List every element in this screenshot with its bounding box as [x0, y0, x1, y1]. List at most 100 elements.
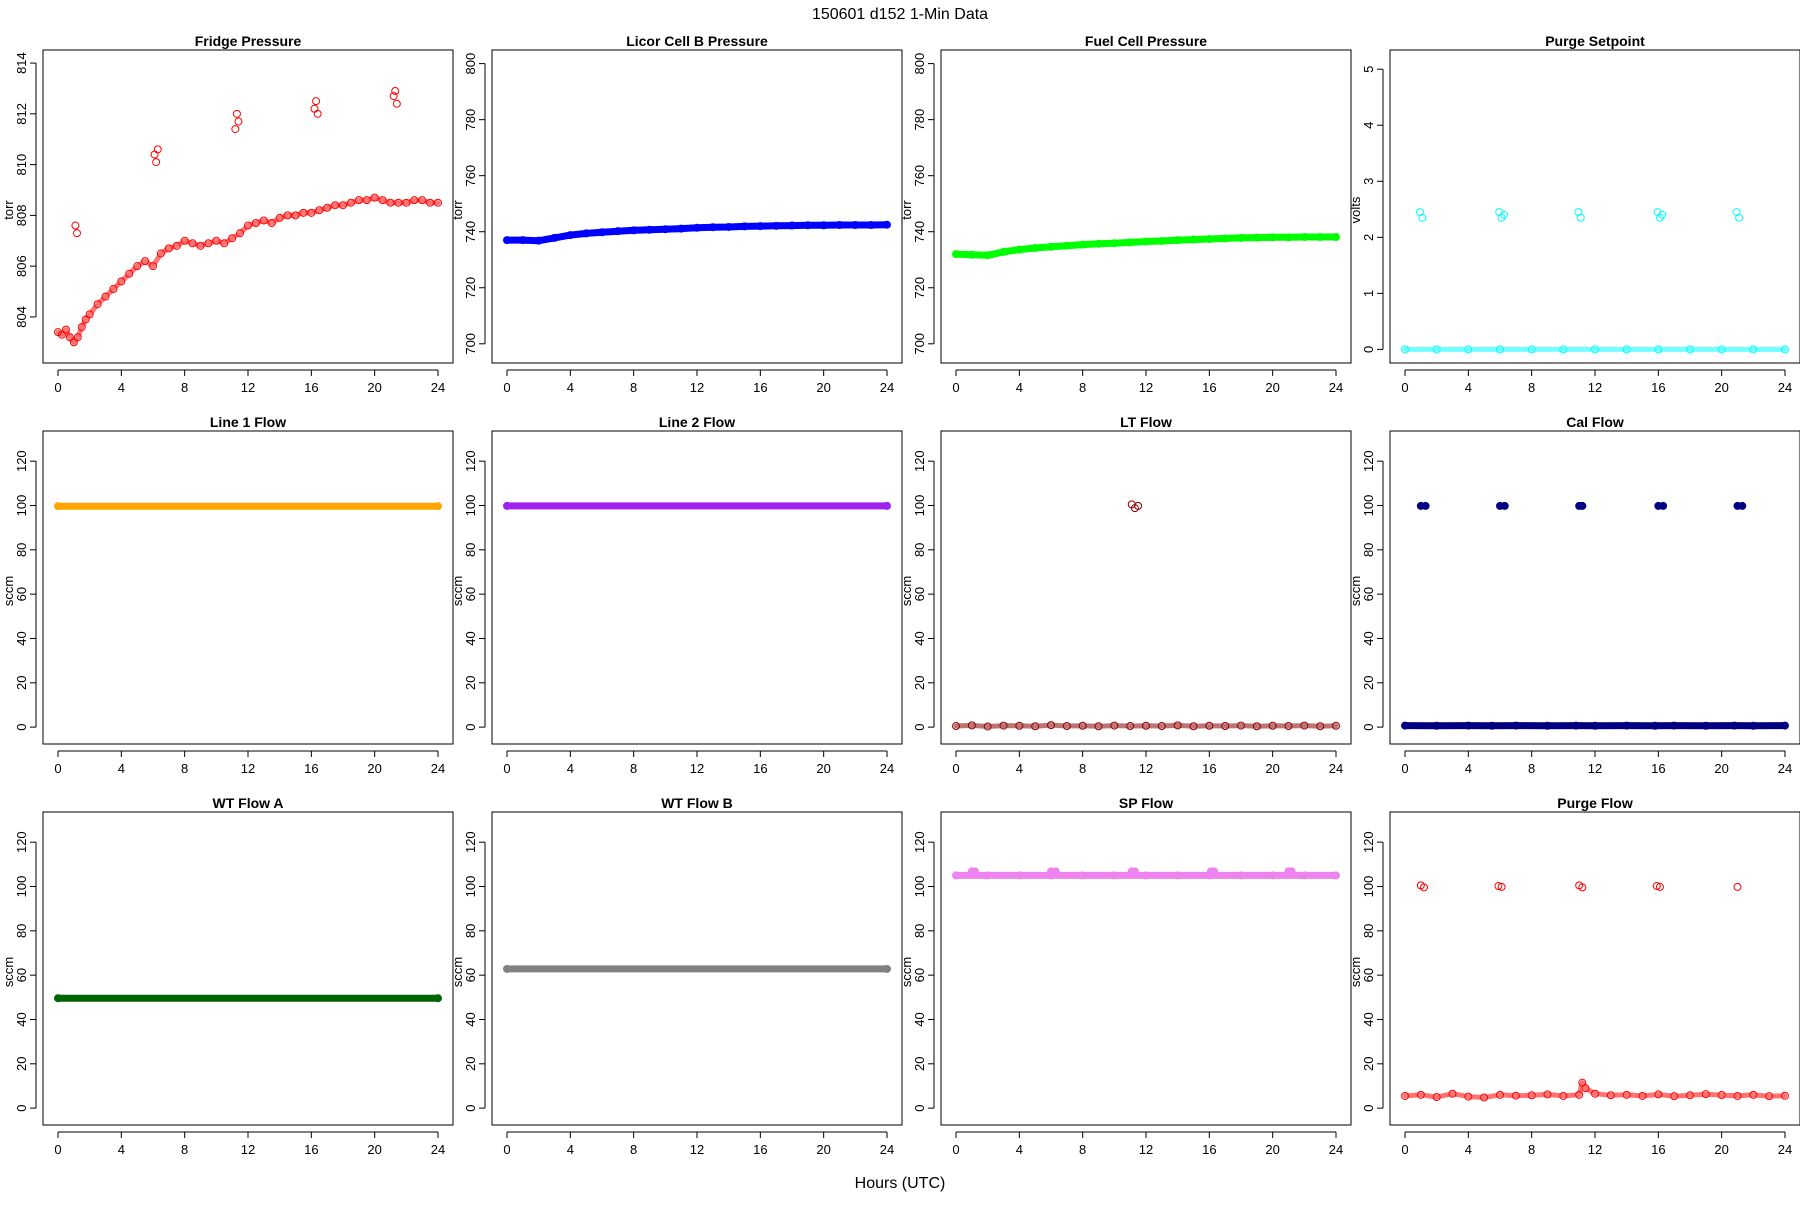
y-tick-label: 780 — [463, 109, 478, 131]
y-tick-label: 100 — [14, 876, 29, 898]
x-tick-label: 20 — [1265, 380, 1279, 395]
data-point — [1031, 244, 1039, 252]
x-tick-label: 8 — [630, 1142, 637, 1157]
x-tick-label: 20 — [367, 761, 381, 776]
y-tick-label: 740 — [463, 221, 478, 243]
data-point — [503, 236, 511, 244]
data-point — [1623, 722, 1631, 730]
data-point — [1174, 236, 1182, 244]
data-point — [1332, 871, 1340, 879]
x-tick-label: 0 — [952, 380, 959, 395]
plot-frame — [492, 431, 902, 744]
x-tick-label: 16 — [304, 380, 318, 395]
y-tick-label: 120 — [14, 450, 29, 472]
data-point — [519, 236, 527, 244]
y-tick-label: 80 — [463, 543, 478, 557]
x-tick-label: 0 — [952, 761, 959, 776]
data-point — [1126, 238, 1134, 246]
x-tick-label: 4 — [1465, 1142, 1472, 1157]
x-tick-label: 20 — [816, 761, 830, 776]
x-tick-label: 4 — [1016, 1142, 1023, 1157]
y-tick-label: 20 — [912, 676, 927, 690]
y-tick-label: 20 — [1361, 1057, 1376, 1071]
y-tick-label: 80 — [14, 543, 29, 557]
x-tick-label: 4 — [567, 380, 574, 395]
x-tick-label: 4 — [1465, 380, 1472, 395]
x-tick-label: 12 — [1139, 761, 1153, 776]
y-tick-label: 60 — [912, 968, 927, 982]
data-point — [434, 502, 442, 510]
panel-title: Line 1 Flow — [210, 414, 286, 430]
data-point — [1572, 722, 1580, 730]
x-tick-label: 8 — [1079, 380, 1086, 395]
data-point — [1237, 871, 1245, 879]
x-tick-label: 24 — [1329, 761, 1343, 776]
data-point — [1401, 722, 1409, 730]
y-tick-label: 806 — [14, 255, 29, 277]
y-tick-label: 40 — [14, 631, 29, 645]
y-tick-label: 804 — [14, 306, 29, 328]
data-point — [1300, 871, 1308, 879]
data-point — [1300, 233, 1308, 241]
x-tick-label: 12 — [690, 1142, 704, 1157]
y-tick-label: 740 — [912, 221, 927, 243]
x-tick-label: 4 — [118, 1142, 125, 1157]
x-tick-label: 20 — [1265, 1142, 1279, 1157]
x-tick-label: 24 — [1778, 1142, 1792, 1157]
plot-frame — [941, 812, 1351, 1125]
y-tick-label: 2 — [1361, 234, 1376, 241]
x-tick-label: 12 — [1588, 380, 1602, 395]
y-axis-label: sccm — [450, 957, 465, 987]
data-point — [1651, 722, 1659, 730]
x-tick-label: 0 — [1401, 761, 1408, 776]
data-point — [551, 234, 559, 242]
data-point — [1591, 722, 1599, 730]
data-point — [1464, 722, 1472, 730]
x-tick-label: 24 — [880, 380, 894, 395]
data-point — [233, 110, 240, 117]
y-tick-label: 100 — [1361, 876, 1376, 898]
y-axis-label: sccm — [1, 957, 16, 987]
y-tick-label: 120 — [912, 450, 927, 472]
x-tick-label: 8 — [1528, 1142, 1535, 1157]
x-tick-label: 20 — [1714, 761, 1728, 776]
y-tick-label: 60 — [912, 587, 927, 601]
y-tick-label: 810 — [14, 154, 29, 176]
data-point — [1288, 867, 1296, 875]
y-tick-label: 60 — [463, 968, 478, 982]
x-tick-label: 16 — [1202, 380, 1216, 395]
x-tick-label: 12 — [241, 380, 255, 395]
y-axis-label: torr — [899, 200, 914, 220]
x-tick-label: 24 — [431, 761, 445, 776]
data-point — [313, 98, 320, 105]
x-tick-label: 24 — [1778, 380, 1792, 395]
figure-title: 150601 d152 1-Min Data — [812, 6, 988, 23]
x-tick-label: 16 — [1202, 1142, 1216, 1157]
data-point — [566, 231, 574, 239]
y-tick-label: 0 — [1361, 346, 1376, 353]
y-tick-label: 0 — [463, 724, 478, 731]
data-point — [709, 223, 717, 231]
data-point — [614, 227, 622, 235]
y-tick-label: 60 — [1361, 968, 1376, 982]
data-point — [1501, 502, 1509, 510]
panel-title: Purge Flow — [1557, 795, 1633, 811]
data-point — [1433, 722, 1441, 730]
x-tick-label: 8 — [1079, 1142, 1086, 1157]
data-trace — [58, 198, 438, 343]
data-point — [72, 222, 79, 229]
y-tick-label: 760 — [463, 165, 478, 187]
x-tick-label: 12 — [1139, 380, 1153, 395]
y-tick-label: 4 — [1361, 122, 1376, 129]
x-tick-label: 0 — [503, 1142, 510, 1157]
y-axis-label: sccm — [1348, 576, 1363, 606]
data-point — [1738, 502, 1746, 510]
data-trace — [956, 725, 1336, 726]
y-tick-label: 20 — [912, 1057, 927, 1071]
y-axis-label: sccm — [1348, 957, 1363, 987]
x-tick-label: 0 — [54, 1142, 61, 1157]
data-point — [804, 221, 812, 229]
